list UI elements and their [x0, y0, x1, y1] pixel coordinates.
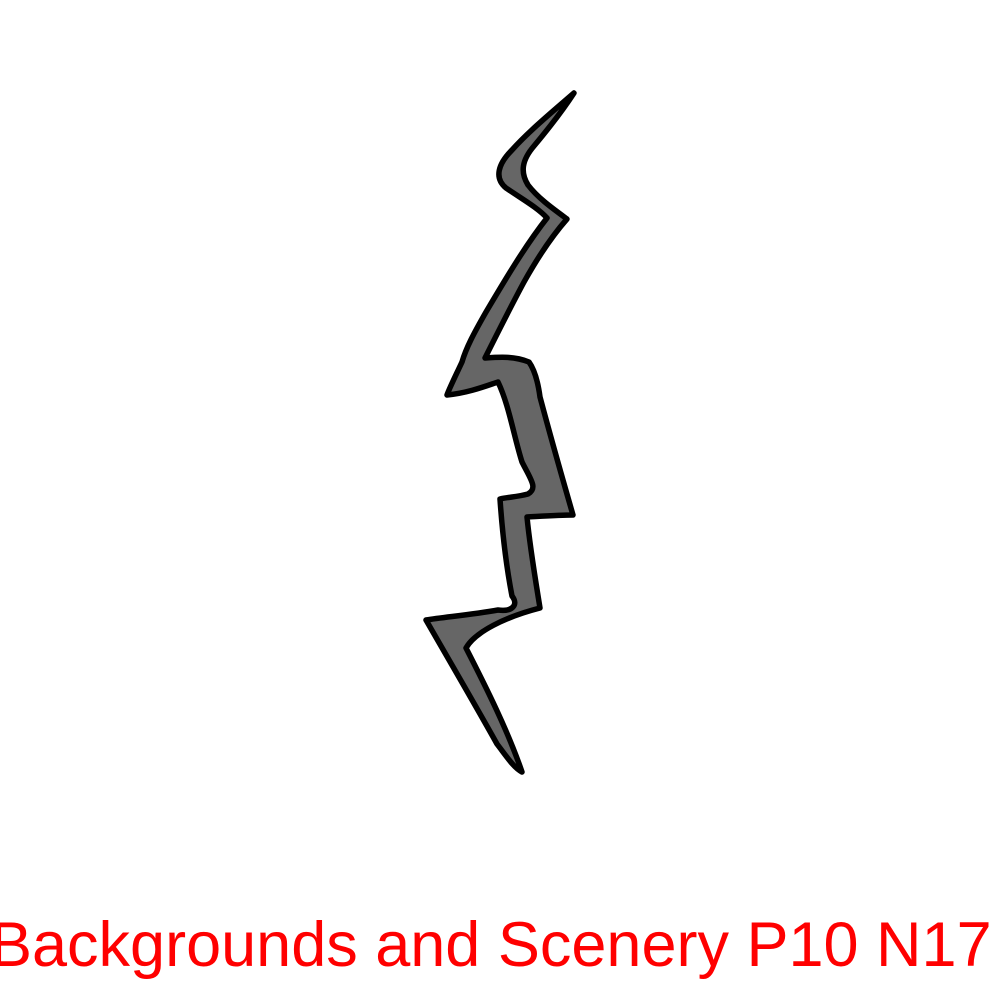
caption-text: Backgrounds and Scenery P10 N17 [0, 910, 992, 980]
crack-shape [423, 90, 577, 775]
